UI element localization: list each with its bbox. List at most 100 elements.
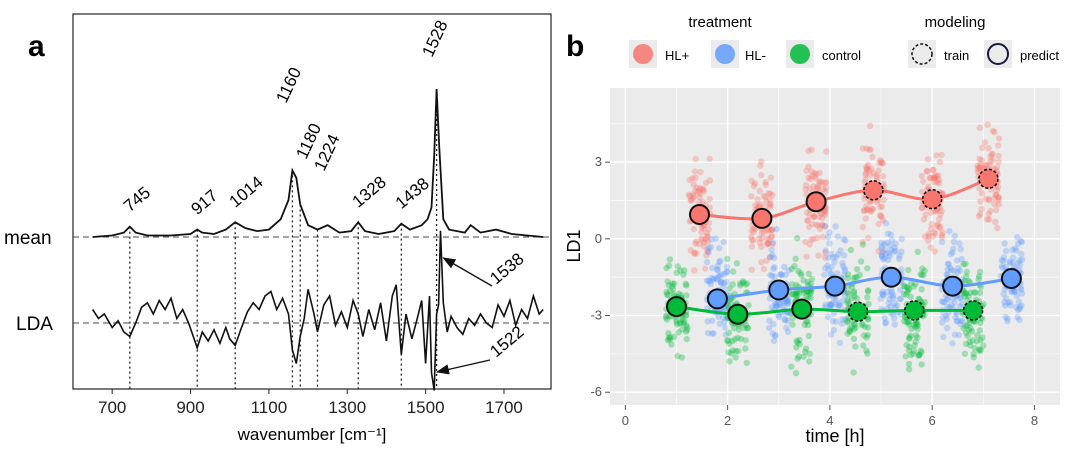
jitter-point-control <box>682 328 690 335</box>
jitter-point-HL+ <box>995 194 1002 201</box>
jitter-point-control <box>851 321 858 328</box>
jitter-point-HL+ <box>765 240 772 247</box>
jitter-point-HL+ <box>991 200 998 208</box>
jitter-point-HL- <box>884 239 891 246</box>
jitter-point-control <box>863 334 870 341</box>
legend-swatch-control <box>790 44 810 64</box>
jitter-point-control <box>907 332 914 339</box>
jitter-point-HL- <box>1010 254 1017 261</box>
jitter-point-control <box>789 290 796 298</box>
jitter-point-HL+ <box>822 185 830 192</box>
jitter-point-control <box>806 350 813 357</box>
jitter-point-HL+ <box>694 188 702 196</box>
panel-b: b treatment modeling HL+ HL- control tra… <box>564 14 1060 446</box>
lda-spectrum-line <box>91 230 544 391</box>
jitter-point-HL+ <box>760 192 767 200</box>
jitter-point-control <box>737 335 745 343</box>
jitter-point-control <box>917 270 924 278</box>
jitter-point-HL+ <box>993 187 1000 194</box>
jitter-point-HL+ <box>816 169 823 177</box>
jitter-point-HL+ <box>937 211 944 218</box>
jitter-point-control <box>976 327 984 334</box>
mean-point-HL+-predict <box>751 207 773 229</box>
jitter-point-HL+ <box>873 173 880 181</box>
jitter-point-control <box>795 267 802 275</box>
jitter-point-HL+ <box>976 185 983 192</box>
y-tick-label-b-0: 0 <box>595 231 602 246</box>
jitter-point-HL+ <box>863 203 870 210</box>
jitter-point-control <box>793 337 800 345</box>
jitter-point-control <box>865 300 872 308</box>
jitter-point-HL+ <box>810 235 817 243</box>
jitter-point-HL- <box>772 303 780 310</box>
jitter-point-control <box>921 298 928 306</box>
jitter-point-control <box>907 293 914 301</box>
jitter-point-HL+ <box>939 229 946 236</box>
peak-label-1328: 1328 <box>349 172 390 211</box>
jitter-point-HL+ <box>691 267 698 274</box>
jitter-point-HL+ <box>863 165 870 173</box>
jitter-point-HL- <box>713 275 720 282</box>
jitter-point-HL- <box>841 265 848 272</box>
jitter-point-control <box>745 302 752 309</box>
jitter-point-control <box>729 281 736 288</box>
mean-spectrum-line <box>92 88 544 238</box>
jitter-point-HL+ <box>979 144 986 151</box>
jitter-point-control <box>905 347 913 354</box>
jitter-point-HL+ <box>877 212 884 219</box>
jitter-point-control <box>852 343 859 350</box>
jitter-point-HL+ <box>929 166 936 174</box>
jitter-point-control <box>664 336 672 344</box>
jitter-point-HL+ <box>933 222 941 230</box>
jitter-point-HL- <box>1009 246 1016 254</box>
jitter-point-HL- <box>842 292 849 300</box>
jitter-point-control <box>844 289 851 296</box>
jitter-point-control <box>965 277 972 284</box>
jitter-point-control <box>910 322 918 329</box>
jitter-point-HL+ <box>868 208 875 215</box>
mean-point-control-train <box>903 300 925 321</box>
jitter-point-control <box>914 334 921 341</box>
jitter-point-control <box>911 324 919 331</box>
x-tick-label-a-1500: 1500 <box>407 398 445 417</box>
jitter-point-HL+ <box>926 174 934 181</box>
jitter-point-HL+ <box>691 168 699 175</box>
jitter-point-HL- <box>949 249 956 256</box>
jitter-point-HL+ <box>821 223 829 230</box>
jitter-point-HL- <box>881 255 888 262</box>
jitter-point-HL- <box>766 317 773 324</box>
jitter-point-HL+ <box>933 152 940 159</box>
jitter-point-HL+ <box>750 237 757 244</box>
jitter-point-HL+ <box>924 237 932 244</box>
jitter-point-HL- <box>705 249 712 256</box>
jitter-point-HL- <box>956 267 963 274</box>
jitter-point-HL- <box>952 314 959 321</box>
jitter-point-control <box>846 328 853 335</box>
mean-point-HL--predict <box>768 279 790 301</box>
jitter-point-control <box>851 293 858 300</box>
jitter-point-control <box>807 280 814 288</box>
jitter-point-control <box>805 270 812 277</box>
jitter-point-HL- <box>1014 314 1021 321</box>
jitter-point-HL+ <box>880 180 887 188</box>
jitter-point-HL+ <box>938 234 946 241</box>
jitter-point-control <box>848 323 855 330</box>
jitter-point-HL- <box>1001 298 1008 306</box>
jitter-point-HL+ <box>805 147 812 155</box>
jitter-point-control <box>909 350 917 357</box>
jitter-point-control <box>905 321 912 328</box>
jitter-point-HL+ <box>819 221 826 228</box>
jitter-point-HL+ <box>879 160 886 167</box>
jitter-point-HL+ <box>984 121 991 128</box>
jitter-point-control <box>905 366 913 373</box>
jitter-point-HL- <box>949 340 956 347</box>
jitter-point-HL- <box>712 235 719 242</box>
jitter-point-HL+ <box>699 237 706 244</box>
jitter-point-control <box>801 321 808 328</box>
jitter-point-HL- <box>776 302 784 309</box>
jitter-point-HL- <box>771 332 779 340</box>
jitter-point-HL+ <box>813 185 820 192</box>
jitter-point-control <box>730 268 737 275</box>
jitter-point-HL- <box>775 300 782 307</box>
jitter-point-control <box>848 284 856 291</box>
